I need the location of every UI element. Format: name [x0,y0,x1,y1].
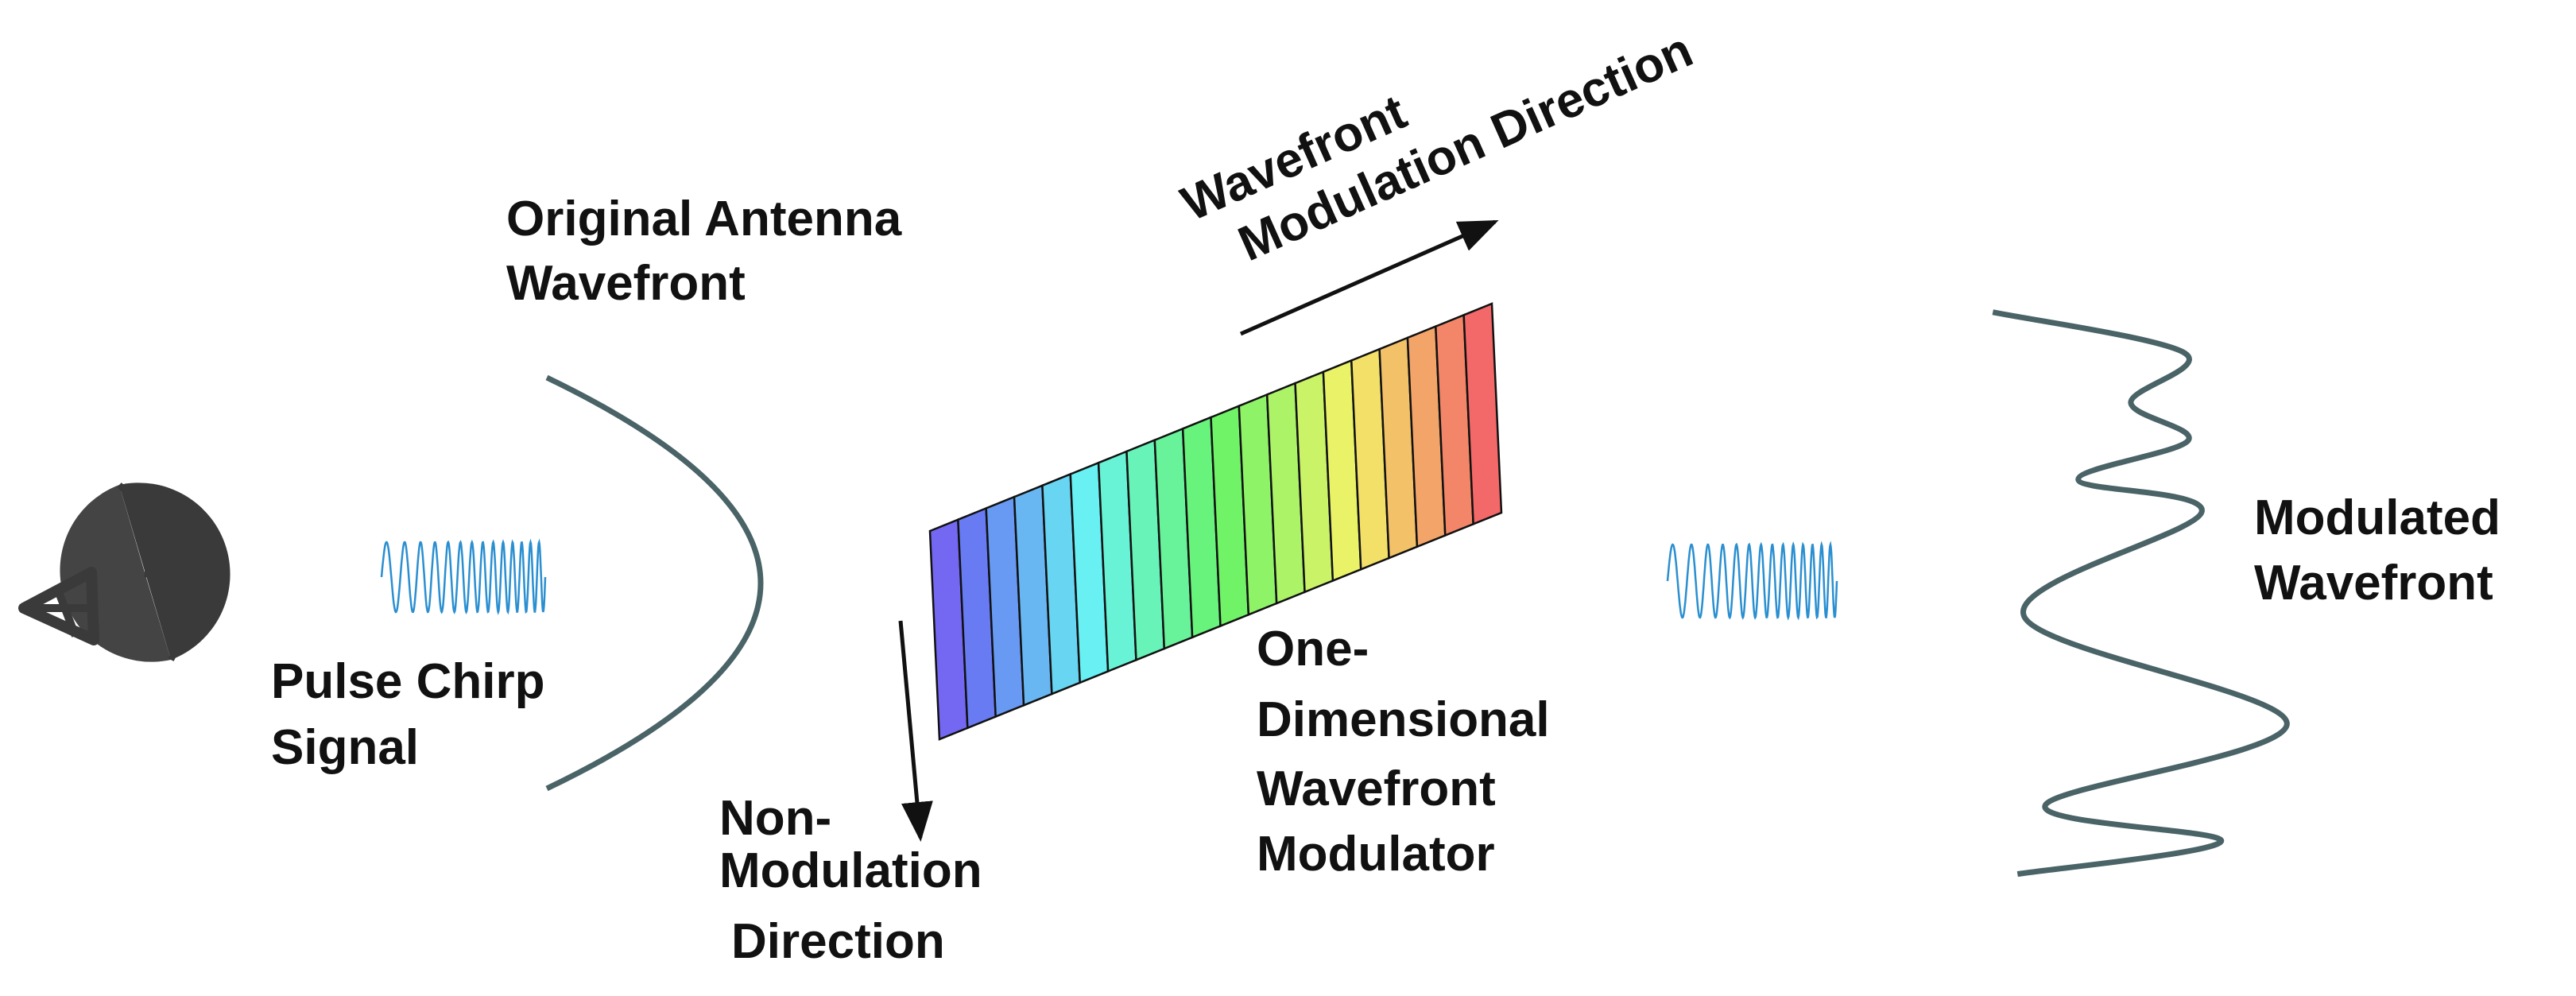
modulated-wavefront [1992,309,2290,878]
non-modulation-arrow [898,620,933,842]
label: Pulse Chirp [271,654,545,709]
modulation-arrow [1239,219,1499,336]
label: Modulator [1257,827,1495,882]
label: Wavefront [1257,762,1496,816]
label: Modulation [719,843,982,898]
original-wavefront [545,374,764,792]
modulator-stripe [1462,302,1503,526]
label: Wavefront [2254,556,2493,610]
label: Wavefront [506,256,746,311]
label: Dimensional [1257,692,1550,747]
chirp-signal [380,538,547,615]
modulator [928,302,1503,741]
label: One- [1257,622,1369,676]
label: Signal [271,720,419,775]
label: Original Antenna [506,192,902,246]
label-group: Wavefront Modulation Direction [1174,22,1701,272]
label: Modulated [2254,490,2500,545]
chirp-signal [1666,541,1838,621]
label: Non- [719,791,831,846]
label: Direction [731,914,945,969]
antenna-icon [18,482,230,662]
